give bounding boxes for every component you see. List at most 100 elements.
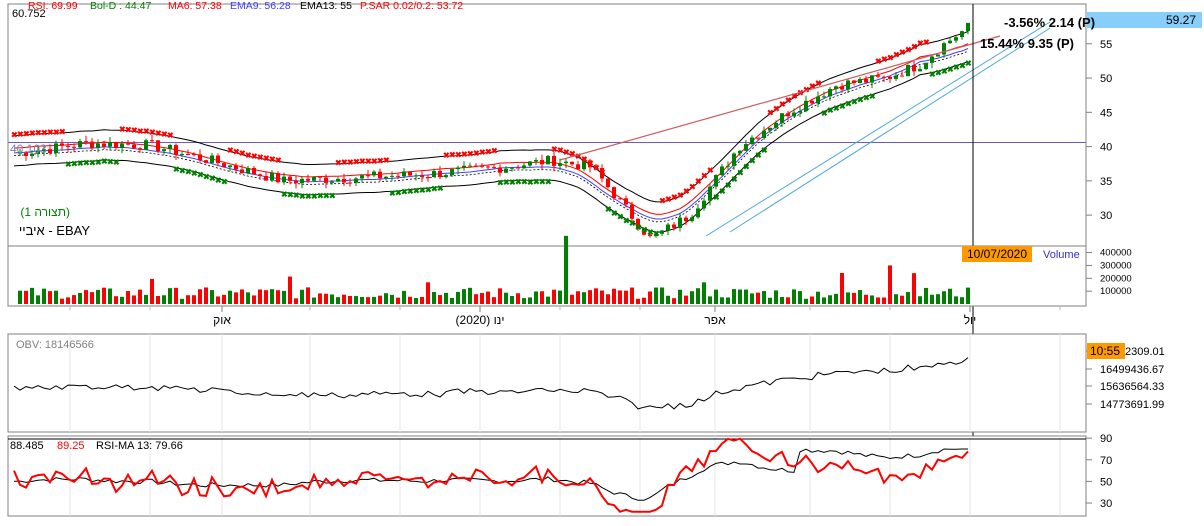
price-y-tick-label: 30 [1100,210,1112,222]
volume-bars [18,235,970,304]
candle-body [894,75,898,79]
volume-bar [600,290,604,304]
candle-body [366,175,370,177]
candle-body [156,140,160,152]
channel-line-1[interactable] [705,21,1051,237]
volume-bar [912,273,916,304]
volume-bar [702,282,706,304]
bollinger-lower [13,61,969,233]
sar-marker: ✖ [509,178,516,187]
volume-bar [840,273,844,304]
sar-marker: ✖ [239,149,246,158]
sar-marker: ✖ [923,38,930,47]
volume-bar [444,292,448,304]
candle-body [126,143,130,145]
volume-bar [966,287,970,304]
candle-body [516,167,520,169]
price-panel[interactable]: ✖ ✖ ✖ ✖ ✖ ✖ ✖ ✖ ✖✖ ✖ ✖ ✖ ✖ ✖ ✖ ✖ ✖✖ ✖ ✖ ✖ ✖ ✖ ✖ ✖ ✖✖ ✖ ✖ ✖ ✖ ✖ ✖ ✖ ✖✖ ✖ ✖ ✖… [7,3,1112,515]
volume-bar [696,288,700,304]
candle-body [264,175,268,181]
volume-bar [528,297,532,304]
sar-marker: ✖ [215,176,222,185]
volume-bar [792,289,796,304]
volume-bar [606,294,610,304]
sar-marker: ✖ [515,178,522,187]
volume-bar [882,297,886,304]
sar-marker: ✖ [611,209,618,218]
candle-body [450,169,454,176]
obv-panel[interactable]: 16499436.67 15636564.33 14773691.99 2309.01 [7,333,1165,433]
volume-bar [738,289,742,304]
sar-marker: ✖ [551,145,558,154]
volume-bar [810,296,814,304]
volume-bar [936,294,940,304]
sar-marker: ✖ [953,63,960,72]
candle-body [918,69,922,72]
sar-marker: ✖ [833,104,840,113]
candle-body [942,43,946,55]
instrument-name: איביי - EBAY [19,223,90,238]
sar-marker: ✖ [101,157,108,166]
indicator-label: MA6: 57.38 [168,0,222,12]
candle-body [270,173,274,181]
time-badge[interactable]: 10:55 [1087,343,1125,359]
volume-bar [156,295,160,304]
volume-bar [162,295,166,304]
sar-marker: ✖ [887,53,894,62]
sar-marker: ✖ [269,155,276,164]
date-badge[interactable]: 10/07/2020 [962,246,1032,262]
volume-bar [510,295,514,304]
volume-bar [84,290,88,304]
sar-marker: ✖ [143,127,150,136]
sar-marker: ✖ [407,187,414,196]
sar-marker: ✖ [113,158,120,167]
volume-bar [132,295,136,304]
obv-y-tick-label: 15636564.33 [1100,381,1164,393]
volume-bar [522,298,526,304]
volume-bar [372,296,376,304]
trend-line[interactable] [559,35,1001,161]
candle-body [384,176,388,179]
sar-marker: ✖ [257,153,264,162]
candle-body [828,88,832,97]
rsi-panel[interactable]: 90 70 50 30 [7,433,1112,517]
volume-bar [114,296,118,304]
sar-marker: ✖ [683,187,690,196]
obv-label: OBV: 18146566 [16,339,94,351]
candle-body [882,76,886,78]
candle-body [480,165,484,167]
last-price-badge[interactable]: 59.27 [1087,12,1202,28]
candle-body [348,182,352,184]
volume-bar [516,293,520,304]
volume-bar [90,292,94,304]
volume-bar [42,288,46,304]
volume-bar [816,291,820,304]
volume-bar [846,292,850,304]
volume-bar [594,288,598,304]
candle-body [630,204,634,219]
sar-marker: ✖ [641,226,648,235]
bollinger-upper [13,30,969,203]
candle-body [210,155,214,163]
sar-marker: ✖ [659,196,666,205]
sar-marker: ✖ [527,178,534,187]
volume-bar [462,289,466,304]
volume-bar [828,295,832,304]
candle-body [642,228,646,235]
volume-bar [786,297,790,304]
sar-marker: ✖ [455,150,462,159]
channel-line-2[interactable] [729,27,1051,233]
volume-bar [960,297,964,304]
sar-marker: ✖ [329,191,336,200]
sar-marker: ✖ [563,148,570,157]
candle-body [138,148,142,150]
candle-body [162,149,166,152]
volume-bar [252,295,256,304]
price-y-tick-label: 40 [1100,142,1112,154]
candle-body [738,150,742,154]
candle-body [966,22,970,32]
candle-body [114,142,118,148]
sar-marker: ✖ [893,51,900,60]
